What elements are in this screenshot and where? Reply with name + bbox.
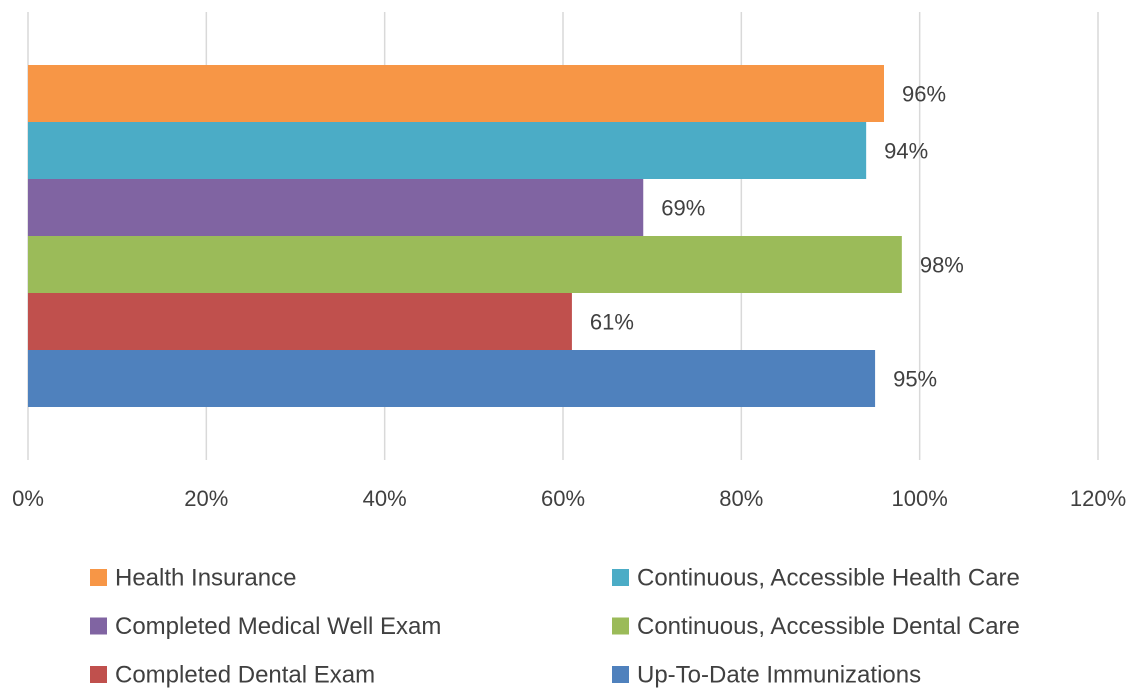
value-label: 69% (661, 195, 705, 220)
value-label: 96% (902, 81, 946, 106)
legend-label: Completed Medical Well Exam (115, 613, 441, 640)
bar (28, 236, 902, 293)
value-label: 61% (590, 309, 634, 334)
bar (28, 179, 644, 236)
legend-label: Completed Dental Exam (115, 661, 375, 688)
legend-label: Health Insurance (115, 564, 296, 591)
legend-swatch (90, 617, 107, 635)
x-tick-label: 40% (363, 486, 407, 511)
legend-label: Up-To-Date Immunizations (637, 661, 921, 688)
x-tick-label: 80% (719, 486, 763, 511)
legend-swatch (90, 569, 107, 586)
x-tick-label: 100% (892, 486, 948, 511)
x-tick-label: 20% (184, 486, 228, 511)
bar (28, 65, 884, 122)
value-label: 95% (893, 366, 937, 391)
legend-swatch (90, 666, 107, 683)
bar (28, 122, 867, 179)
legend-swatch (612, 666, 629, 683)
value-label: 98% (920, 252, 964, 277)
x-tick-label: 0% (12, 486, 44, 511)
legend-swatch (612, 617, 629, 635)
legend-label: Continuous, Accessible Dental Care (637, 613, 1020, 640)
legend-label: Continuous, Accessible Health Care (637, 564, 1020, 591)
value-label: 94% (884, 138, 928, 163)
legend-swatch (612, 569, 629, 586)
bar (28, 293, 572, 350)
x-tick-label: 60% (541, 486, 585, 511)
x-tick-label: 120% (1070, 486, 1126, 511)
bar (28, 350, 876, 407)
